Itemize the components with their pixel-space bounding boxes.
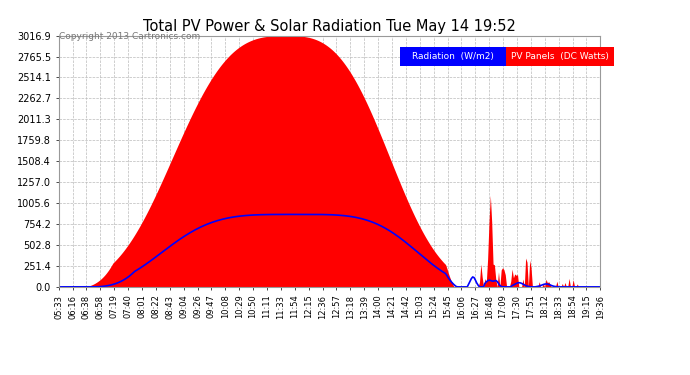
Text: Copyright 2013 Cartronics.com: Copyright 2013 Cartronics.com — [59, 32, 200, 41]
FancyBboxPatch shape — [400, 47, 506, 66]
Text: Radiation  (W/m2): Radiation (W/m2) — [412, 52, 493, 61]
Text: PV Panels  (DC Watts): PV Panels (DC Watts) — [511, 52, 609, 61]
FancyBboxPatch shape — [506, 47, 614, 66]
Title: Total PV Power & Solar Radiation Tue May 14 19:52: Total PV Power & Solar Radiation Tue May… — [143, 20, 516, 34]
